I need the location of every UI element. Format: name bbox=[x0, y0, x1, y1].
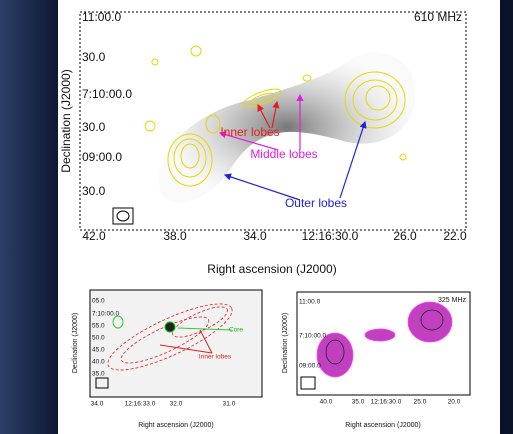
y-tick-label: 50.0 bbox=[92, 335, 105, 342]
y-tick-label: 45.0 bbox=[92, 347, 105, 354]
y-tick-label: 09:00.0 bbox=[299, 363, 321, 370]
x-tick-label: 34.0 bbox=[91, 401, 104, 408]
x-tick-label: 12:16:30.0 bbox=[371, 399, 402, 406]
y-tick-label: 7:10:00.0 bbox=[82, 87, 132, 101]
y-tick-label: 05.0 bbox=[92, 298, 105, 305]
x-tick-label: 42.0 bbox=[82, 229, 106, 243]
annotation: Inner lobes bbox=[220, 125, 279, 139]
x-axis-label: Right ascension (J2000) bbox=[207, 262, 336, 276]
y-tick-label: 30.0 bbox=[82, 50, 106, 64]
x-tick-label: 32.0 bbox=[170, 401, 183, 408]
main-image bbox=[79, 11, 467, 231]
x-axis-label: Right ascension (J2000) bbox=[345, 422, 421, 429]
y-tick-label: 09:00.0 bbox=[82, 150, 122, 164]
annotation: Core bbox=[229, 327, 243, 334]
x-tick-label: 40.0 bbox=[320, 399, 333, 406]
annotation: Outer lobes bbox=[285, 196, 347, 210]
y-tick-label: 11:00.0 bbox=[299, 299, 321, 306]
y-tick-label: 30.0 bbox=[82, 184, 106, 198]
x-axis-label: Right ascension (J2000) bbox=[138, 422, 214, 429]
y-tick-label: 40.0 bbox=[92, 359, 105, 366]
frequency-label: 325 MHz bbox=[438, 297, 467, 304]
y-tick-label: 30.0 bbox=[82, 120, 106, 134]
frequency-label: 610 MHz bbox=[414, 10, 462, 24]
x-tick-label: 38.0 bbox=[163, 229, 187, 243]
x-tick-label: 25.0 bbox=[414, 399, 427, 406]
x-tick-label: 22.0 bbox=[443, 229, 467, 243]
y-tick-label: 7:10:00.0 bbox=[299, 333, 326, 340]
y-axis-label: Declination (J2000) bbox=[59, 69, 73, 172]
y-tick-label: 55.0 bbox=[92, 323, 105, 330]
annotation: Inner lobes bbox=[199, 354, 232, 361]
x-tick-label: 12:16:33.0 bbox=[125, 401, 156, 408]
y-tick-label: 35.0 bbox=[92, 371, 105, 378]
left-image bbox=[89, 289, 263, 398]
x-tick-label: 31.0 bbox=[223, 401, 236, 408]
y-tick-label: 7:10:00.0 bbox=[92, 311, 119, 318]
y-axis-label: Declination (J2000) bbox=[282, 313, 289, 373]
x-tick-label: 34.0 bbox=[243, 229, 267, 243]
x-tick-label: 20.0 bbox=[448, 399, 461, 406]
x-tick-label: 12:16:30.0 bbox=[302, 229, 359, 243]
x-tick-label: 26.0 bbox=[393, 229, 417, 243]
y-tick-label: 11:00.0 bbox=[82, 10, 121, 24]
annotation: Middle lobes bbox=[250, 147, 317, 161]
y-axis-label: Declination (J2000) bbox=[72, 313, 79, 373]
right-image bbox=[296, 291, 471, 396]
x-tick-label: 35.0 bbox=[352, 399, 365, 406]
